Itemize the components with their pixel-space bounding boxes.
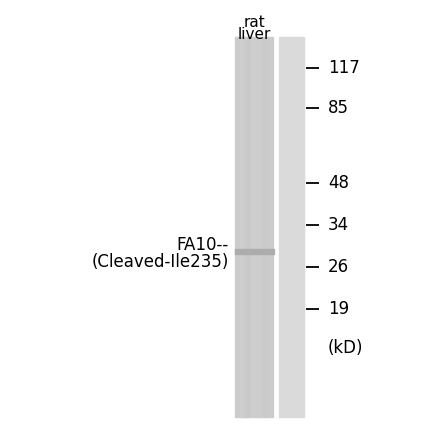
Text: (kD): (kD) bbox=[328, 340, 363, 357]
Bar bbox=[261, 37, 264, 417]
Text: rat: rat bbox=[243, 15, 265, 30]
Text: 19: 19 bbox=[328, 300, 349, 318]
Text: 117: 117 bbox=[328, 60, 359, 77]
Bar bbox=[250, 37, 254, 417]
Bar bbox=[242, 37, 245, 417]
Bar bbox=[240, 37, 244, 417]
Text: 26: 26 bbox=[328, 258, 349, 276]
Bar bbox=[257, 37, 260, 417]
Text: 85: 85 bbox=[328, 99, 349, 117]
Bar bbox=[235, 249, 274, 254]
Text: 48: 48 bbox=[328, 174, 349, 192]
Bar bbox=[264, 37, 267, 417]
Bar bbox=[279, 37, 304, 417]
Bar bbox=[244, 37, 248, 417]
Text: liver: liver bbox=[238, 27, 271, 42]
Bar bbox=[235, 37, 273, 417]
Text: (Cleaved-Ile235): (Cleaved-Ile235) bbox=[92, 254, 229, 271]
Text: 34: 34 bbox=[328, 216, 349, 234]
Text: FA10--: FA10-- bbox=[176, 236, 229, 254]
Bar bbox=[245, 37, 249, 417]
